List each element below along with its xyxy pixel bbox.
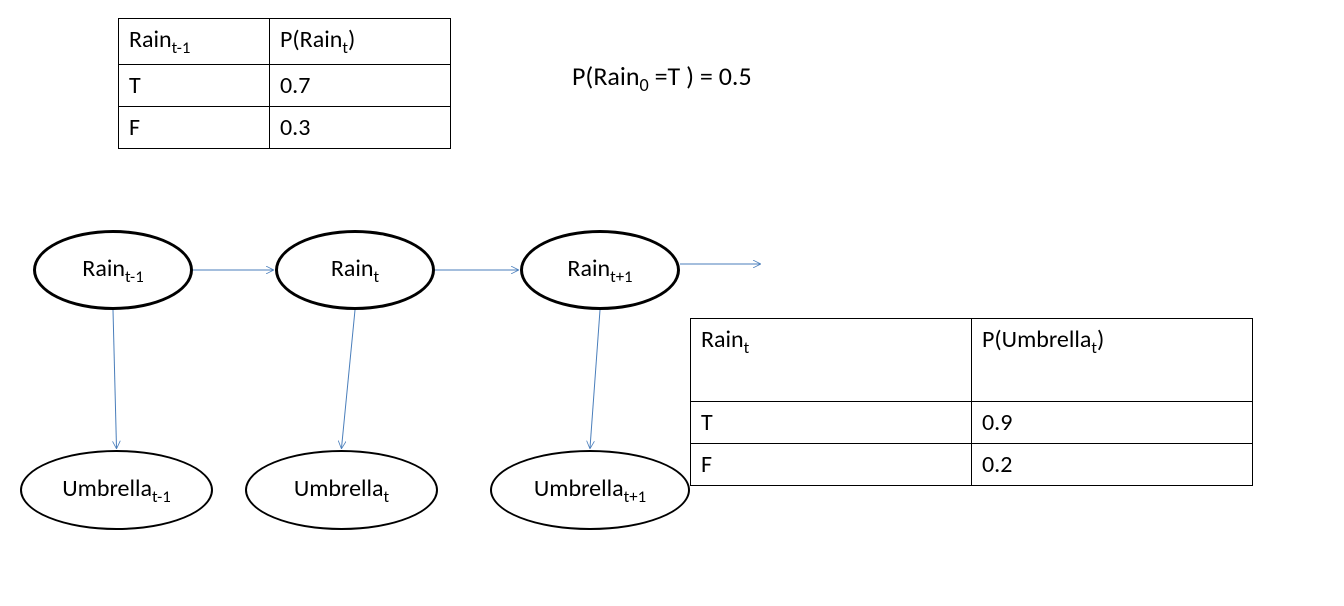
cell: T xyxy=(119,64,270,106)
node-umbrella-tm1: Umbrellat-1 xyxy=(20,450,213,530)
table-row: T 0.7 xyxy=(119,64,451,106)
node-rain-t: Raint xyxy=(275,230,435,310)
table-row: T 0.9 xyxy=(691,402,1253,444)
node-umbrella-tp1: Umbrellat+1 xyxy=(490,450,690,530)
cell: F xyxy=(691,444,972,486)
node-umbrella-t: Umbrellat xyxy=(245,450,438,530)
diagram-canvas: Raint-1 P(Raint) T 0.7 F 0.3 P(Rain0 =T … xyxy=(0,0,1344,606)
sensor-table: Raint P(Umbrellat) T 0.9 F 0.2 xyxy=(690,318,1253,486)
prior-probability-text: P(Rain0 =T ) = 0.5 xyxy=(572,60,752,96)
cell: 0.9 xyxy=(972,402,1253,444)
transition-col2-header: P(Raint) xyxy=(270,19,451,65)
node-rain-tp1: Raint+1 xyxy=(520,230,680,310)
cell: T xyxy=(691,402,972,444)
sensor-col2-header: P(Umbrellat) xyxy=(972,319,1253,402)
cell: F xyxy=(119,106,270,148)
transition-table: Raint-1 P(Raint) T 0.7 F 0.3 xyxy=(118,18,451,149)
transition-col1-header: Raint-1 xyxy=(119,19,270,65)
table-row: F 0.2 xyxy=(691,444,1253,486)
node-rain-tm1: Raint-1 xyxy=(33,230,193,310)
sensor-col1-header: Raint xyxy=(691,319,972,402)
cell: 0.3 xyxy=(270,106,451,148)
table-row: F 0.3 xyxy=(119,106,451,148)
cell: 0.2 xyxy=(972,444,1253,486)
cell: 0.7 xyxy=(270,64,451,106)
